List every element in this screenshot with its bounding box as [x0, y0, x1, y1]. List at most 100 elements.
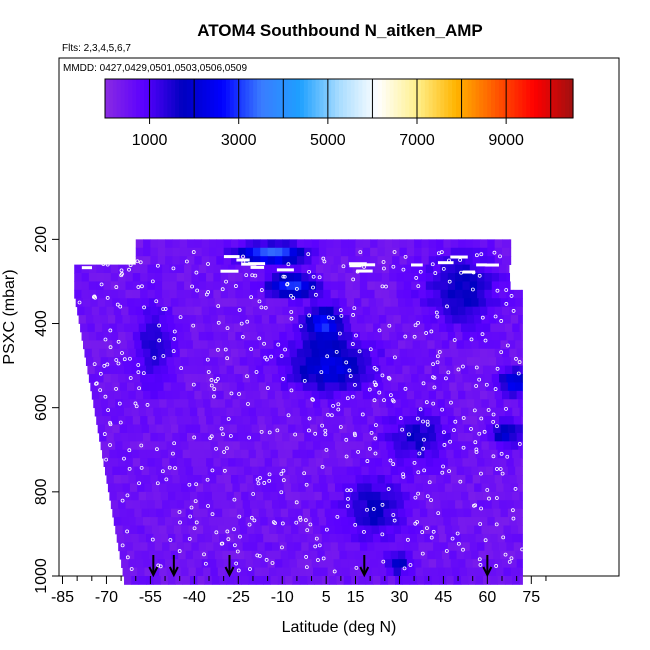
observation-point — [369, 430, 374, 435]
heatmap-cell — [491, 281, 500, 291]
heatmap-cell — [399, 390, 408, 400]
heatmap-cell — [271, 264, 280, 274]
heatmap-cell — [157, 390, 166, 400]
observation-point — [94, 381, 99, 386]
heatmap-cell — [389, 281, 397, 291]
heatmap-cell — [295, 466, 304, 476]
heatmap-cell — [109, 491, 118, 501]
heatmap-cell — [480, 306, 488, 316]
observation-point — [437, 350, 442, 354]
heatmap-cell — [235, 374, 244, 383]
heatmap-cell — [455, 264, 463, 274]
heatmap-cell — [477, 374, 485, 383]
heatmap-cell — [329, 407, 337, 417]
observation-point — [210, 512, 215, 517]
heatmap-cell — [276, 441, 285, 451]
heatmap-cell — [280, 424, 289, 434]
heatmap-cell — [135, 306, 144, 316]
observation-point — [427, 480, 432, 485]
heatmap-cell — [260, 390, 268, 400]
observation-cluster — [356, 269, 373, 273]
heatmap-cell — [125, 273, 134, 282]
heatmap-cell — [405, 340, 414, 350]
heatmap-cell — [273, 340, 282, 350]
heatmap-cell — [88, 264, 97, 274]
heatmap-cell — [216, 517, 225, 526]
colorbar-segment — [112, 79, 118, 118]
colorbar-segment — [440, 79, 445, 118]
heatmap-cell — [126, 508, 135, 518]
heatmap-cell — [242, 542, 251, 552]
heatmap-cell — [326, 306, 334, 316]
heatmap-cell — [250, 273, 258, 282]
heatmap-cell — [315, 289, 324, 299]
heatmap-cell — [166, 483, 175, 493]
colorbar-segment — [124, 79, 129, 118]
observation-point — [163, 307, 168, 311]
heatmap-cell — [286, 281, 295, 291]
heatmap-cell — [283, 399, 292, 409]
colorbar-segment — [105, 79, 110, 118]
heatmap-cell — [134, 298, 143, 308]
heatmap-cell — [402, 407, 411, 417]
heatmap-cell — [333, 517, 342, 526]
colorbar-tick-label: 1000 — [132, 132, 168, 149]
heatmap-cell — [217, 483, 226, 493]
heatmap-cell — [267, 247, 276, 257]
heatmap-cell — [188, 399, 197, 409]
heatmap-cell — [96, 289, 104, 299]
heatmap-cell — [516, 475, 523, 484]
x-tick-label: -85 — [51, 589, 74, 606]
heatmap-cell — [352, 273, 361, 282]
heatmap-cell — [370, 390, 378, 400]
observation-point — [458, 479, 463, 484]
heatmap-cell — [94, 365, 103, 375]
observation-point — [326, 412, 330, 417]
heatmap-cell — [307, 365, 315, 375]
heatmap-cell — [220, 331, 229, 341]
heatmap-cell — [254, 483, 263, 493]
heatmap-cell — [428, 348, 437, 358]
heatmap-cell — [471, 466, 479, 476]
heatmap-cell — [252, 348, 261, 358]
observation-point — [367, 446, 372, 451]
heatmap-cell — [195, 399, 204, 409]
heatmap-cell — [362, 517, 371, 526]
heatmap-cell — [298, 399, 307, 409]
heatmap-cell — [132, 264, 141, 274]
colorbar-segment — [534, 79, 539, 118]
observation-point — [158, 564, 163, 569]
heatmap-cell — [384, 517, 393, 526]
observation-point — [298, 518, 303, 522]
heatmap-cell — [187, 390, 195, 400]
heatmap-cell — [110, 281, 119, 291]
heatmap-cell — [371, 441, 380, 451]
heatmap-cell — [447, 542, 456, 552]
heatmap-cell — [223, 432, 232, 442]
heatmap-cell — [307, 576, 315, 585]
heatmap-cell — [144, 483, 153, 493]
heatmap-cell — [293, 416, 302, 425]
heatmap-cell — [452, 567, 460, 577]
observation-point — [371, 507, 376, 511]
heatmap-cell — [323, 458, 331, 467]
heatmap-cell — [315, 374, 324, 383]
heatmap-cell — [383, 466, 392, 476]
heatmap-cell — [481, 357, 490, 366]
heatmap-cell — [339, 424, 348, 434]
heatmap-cell — [308, 289, 317, 299]
heatmap-cell — [374, 374, 383, 383]
heatmap-cell — [151, 441, 160, 451]
heatmap-cell — [260, 247, 268, 257]
heatmap-cell — [270, 407, 279, 417]
heatmap-cell — [135, 348, 144, 358]
heatmap-cell — [450, 306, 459, 316]
heatmap-cell — [147, 331, 156, 341]
observation-point — [214, 530, 219, 535]
heatmap-cell — [424, 407, 433, 417]
heatmap-cell — [184, 416, 192, 425]
heatmap-cell — [321, 533, 330, 543]
heatmap-cell — [285, 576, 293, 585]
heatmap-cell — [125, 331, 134, 341]
heatmap-cell — [311, 348, 320, 358]
